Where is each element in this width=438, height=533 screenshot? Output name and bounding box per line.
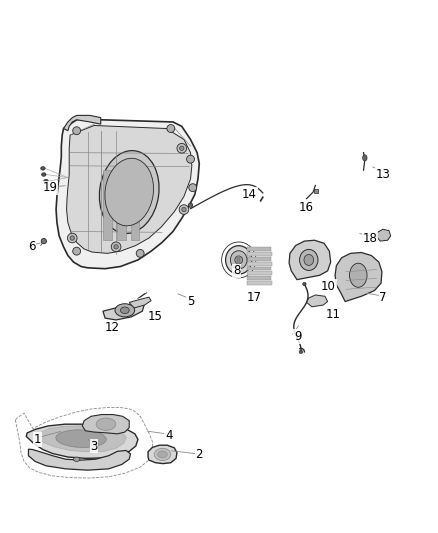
- Polygon shape: [247, 252, 272, 256]
- Polygon shape: [28, 449, 131, 470]
- Text: 9: 9: [294, 330, 302, 343]
- Ellipse shape: [182, 207, 186, 212]
- Ellipse shape: [105, 158, 154, 226]
- Polygon shape: [82, 415, 129, 434]
- Ellipse shape: [187, 155, 194, 163]
- Polygon shape: [314, 189, 318, 193]
- Text: 10: 10: [321, 280, 336, 293]
- Ellipse shape: [154, 448, 171, 461]
- Polygon shape: [247, 281, 272, 285]
- Ellipse shape: [235, 256, 243, 264]
- Text: 16: 16: [299, 201, 314, 214]
- Polygon shape: [247, 247, 271, 251]
- Polygon shape: [103, 302, 145, 320]
- Ellipse shape: [167, 125, 175, 133]
- Polygon shape: [67, 125, 192, 253]
- Polygon shape: [129, 297, 151, 308]
- Polygon shape: [103, 170, 112, 240]
- Polygon shape: [237, 255, 240, 264]
- Ellipse shape: [136, 249, 144, 257]
- Text: 2: 2: [195, 448, 203, 462]
- Ellipse shape: [73, 457, 80, 462]
- Ellipse shape: [96, 418, 116, 430]
- Text: 8: 8: [233, 264, 240, 277]
- Text: 3: 3: [91, 440, 98, 453]
- Ellipse shape: [56, 430, 106, 447]
- Ellipse shape: [158, 451, 167, 458]
- Text: 12: 12: [104, 321, 119, 334]
- Polygon shape: [377, 229, 391, 241]
- Polygon shape: [64, 115, 101, 131]
- Ellipse shape: [300, 249, 318, 270]
- Ellipse shape: [180, 146, 184, 150]
- Polygon shape: [247, 257, 271, 261]
- Ellipse shape: [70, 236, 74, 240]
- Polygon shape: [289, 240, 331, 280]
- Ellipse shape: [177, 143, 187, 153]
- Text: 1: 1: [33, 433, 41, 446]
- Text: 17: 17: [247, 290, 261, 304]
- Ellipse shape: [299, 350, 303, 354]
- Polygon shape: [247, 276, 271, 280]
- Text: 15: 15: [148, 310, 163, 324]
- Polygon shape: [148, 445, 177, 464]
- Polygon shape: [335, 253, 382, 302]
- Polygon shape: [56, 118, 199, 269]
- Polygon shape: [247, 262, 272, 265]
- Ellipse shape: [230, 251, 247, 269]
- Ellipse shape: [99, 151, 159, 233]
- Ellipse shape: [41, 238, 46, 244]
- Ellipse shape: [120, 307, 129, 313]
- Ellipse shape: [304, 254, 314, 265]
- Text: 13: 13: [376, 168, 391, 181]
- Ellipse shape: [188, 203, 193, 207]
- Ellipse shape: [179, 205, 189, 214]
- Ellipse shape: [73, 127, 81, 135]
- Ellipse shape: [115, 304, 134, 317]
- Text: 5: 5: [187, 295, 194, 308]
- Polygon shape: [117, 170, 126, 240]
- Text: 14: 14: [242, 188, 257, 201]
- Polygon shape: [131, 170, 139, 240]
- Polygon shape: [247, 271, 272, 275]
- Text: 11: 11: [325, 308, 340, 321]
- Ellipse shape: [111, 242, 121, 252]
- Ellipse shape: [44, 179, 48, 183]
- Text: 18: 18: [363, 231, 378, 245]
- Text: 19: 19: [43, 181, 58, 194]
- Polygon shape: [307, 295, 328, 307]
- Polygon shape: [247, 266, 271, 270]
- Ellipse shape: [73, 247, 81, 255]
- Text: 7: 7: [379, 290, 387, 304]
- Ellipse shape: [114, 245, 118, 249]
- Text: 6: 6: [28, 240, 35, 253]
- Polygon shape: [37, 426, 126, 452]
- Polygon shape: [26, 424, 138, 458]
- Ellipse shape: [363, 155, 367, 161]
- Ellipse shape: [189, 184, 197, 191]
- Ellipse shape: [41, 167, 45, 170]
- Ellipse shape: [226, 246, 252, 274]
- Ellipse shape: [350, 263, 367, 287]
- Ellipse shape: [42, 173, 46, 176]
- Ellipse shape: [67, 233, 77, 243]
- Ellipse shape: [303, 282, 306, 286]
- Text: 4: 4: [165, 429, 173, 442]
